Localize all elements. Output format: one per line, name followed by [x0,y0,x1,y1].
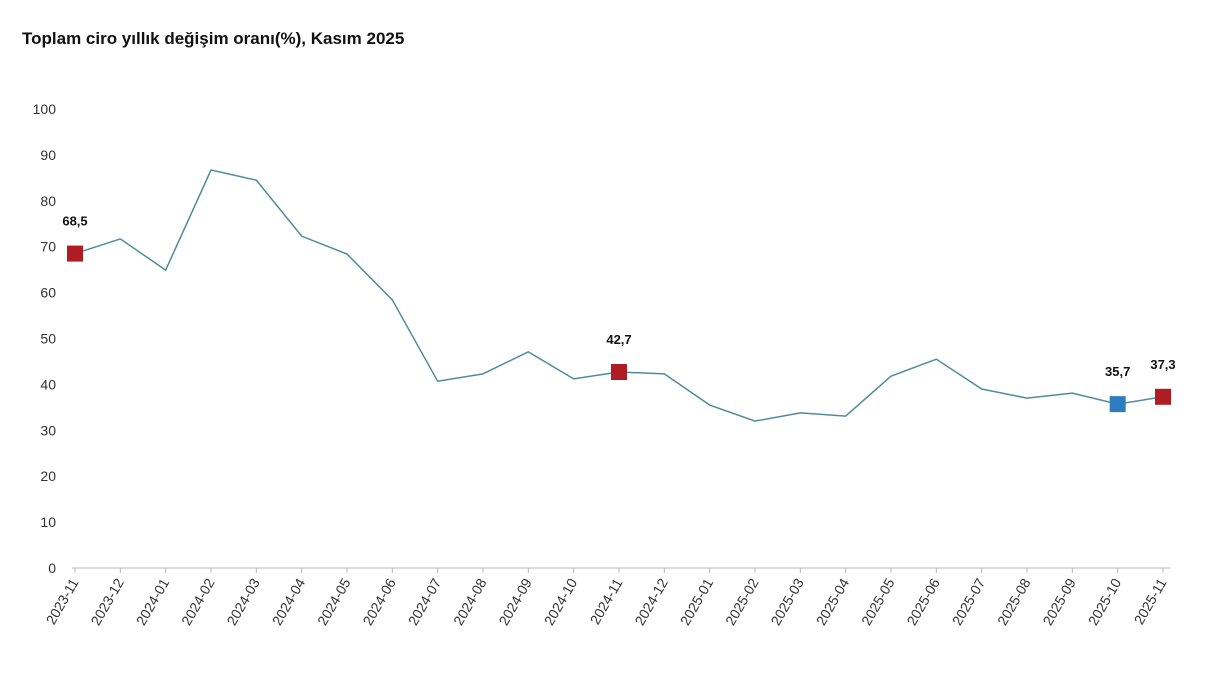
x-tick-label: 2024-08 [450,575,490,628]
y-tick-label: 40 [40,376,56,392]
y-tick-label: 80 [40,193,56,209]
x-tick-label: 2023-11 [43,575,82,627]
x-tick-label: 2024-12 [631,575,671,628]
y-tick-label: 10 [40,514,56,530]
x-tick-label: 2024-07 [405,575,445,628]
x-tick-label: 2025-05 [858,575,898,628]
y-tick-label: 50 [40,331,56,347]
point-marker [1109,396,1126,413]
y-tick-label: 60 [40,285,56,301]
y-tick-label: 90 [40,147,56,163]
value-label: 35,7 [1105,364,1130,379]
y-tick-label: 30 [40,422,56,438]
x-tick-label: 2023-12 [87,575,127,628]
y-tick-label: 0 [48,560,56,576]
x-tick-label: 2025-01 [677,575,717,628]
point-marker [611,364,627,381]
x-tick-label: 2024-10 [541,575,581,628]
series-line [74,169,1164,422]
x-tick-label: 2024-06 [359,575,399,628]
x-tick-label: 2025-11 [1131,575,1170,627]
x-tick-label: 2025-09 [1039,575,1079,628]
x-tick-label: 2025-02 [722,575,762,628]
y-tick-label: 100 [33,101,57,117]
x-tick-label: 2025-03 [767,575,807,628]
x-tick-label: 2025-07 [949,575,989,628]
x-tick-label: 2025-10 [1085,575,1125,628]
point-marker [67,245,83,262]
x-tick-label: 2024-02 [178,575,218,628]
chart-title: Toplam ciro yıllık değişim oranı(%), Kas… [22,29,404,48]
x-tick-label: 2024-03 [223,575,263,628]
y-tick-label: 20 [40,468,56,484]
value-label: 37,3 [1150,357,1175,372]
x-tick-label: 2025-06 [903,575,943,628]
value-label: 42,7 [606,332,631,347]
x-tick-label: 2024-05 [314,575,354,628]
x-tick-label: 2025-04 [813,575,853,628]
x-tick-label: 2025-08 [994,575,1034,628]
x-tick-label: 2024-01 [133,575,173,628]
point-marker [1155,388,1171,405]
x-tick-label: 2024-09 [495,575,535,628]
x-tick-label: 2024-11 [587,575,626,627]
value-label: 68,5 [62,214,87,229]
x-tick-label: 2024-04 [269,575,309,628]
y-tick-label: 70 [40,239,56,255]
